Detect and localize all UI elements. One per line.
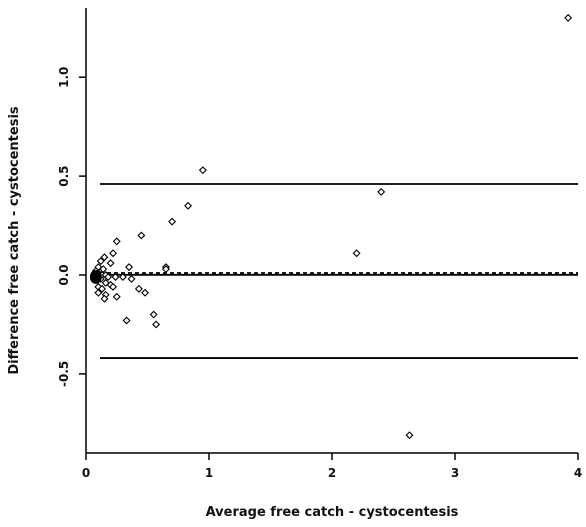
- x-tick-label: 3: [451, 466, 459, 480]
- data-point: [564, 13, 573, 22]
- x-tick-label: 1: [205, 466, 213, 480]
- data-point: [125, 263, 134, 272]
- data-point: [134, 284, 143, 293]
- data-point: [100, 253, 109, 262]
- data-point: [122, 316, 131, 325]
- data-point: [118, 272, 127, 281]
- y-tick-label: -0.5: [57, 361, 71, 387]
- data-point: [377, 187, 386, 196]
- data-point: [111, 272, 120, 281]
- data-point: [141, 288, 150, 297]
- data-point: [168, 217, 177, 226]
- data-points: [89, 13, 573, 440]
- x-tick-label: 4: [574, 466, 582, 480]
- y-axis-title: Difference free catch - cystocentesis: [7, 106, 22, 375]
- data-point: [352, 249, 361, 258]
- tick-marks: [79, 76, 579, 460]
- data-point: [109, 282, 118, 291]
- x-axis-title: Average free catch - cystocentesis: [206, 505, 459, 520]
- x-tick-label: 2: [328, 466, 336, 480]
- data-point: [106, 259, 115, 268]
- data-point: [104, 272, 113, 281]
- data-point: [100, 294, 109, 303]
- y-tick-label: 0.5: [57, 165, 71, 186]
- data-point: [149, 310, 158, 319]
- dense-point-cluster: [89, 269, 102, 284]
- axes: [85, 8, 578, 454]
- reference-lines: [100, 183, 578, 359]
- data-point: [198, 166, 207, 175]
- data-point: [112, 292, 121, 301]
- data-point: [405, 431, 414, 440]
- data-point: [184, 201, 193, 210]
- data-point: [127, 274, 136, 283]
- data-point: [94, 288, 103, 297]
- data-point: [96, 257, 105, 266]
- data-point: [137, 231, 146, 240]
- data-point: [109, 249, 118, 258]
- tick-labels: 0 1 2 3 4 -0.5 0.0 0.5 1.0: [57, 67, 582, 480]
- y-tick-label: 1.0: [57, 67, 71, 88]
- y-tick-label: 0.0: [57, 264, 71, 285]
- data-point: [152, 320, 161, 329]
- data-point: [98, 284, 106, 293]
- x-tick-label: 0: [82, 466, 90, 480]
- data-point: [161, 265, 170, 274]
- data-point: [112, 237, 121, 246]
